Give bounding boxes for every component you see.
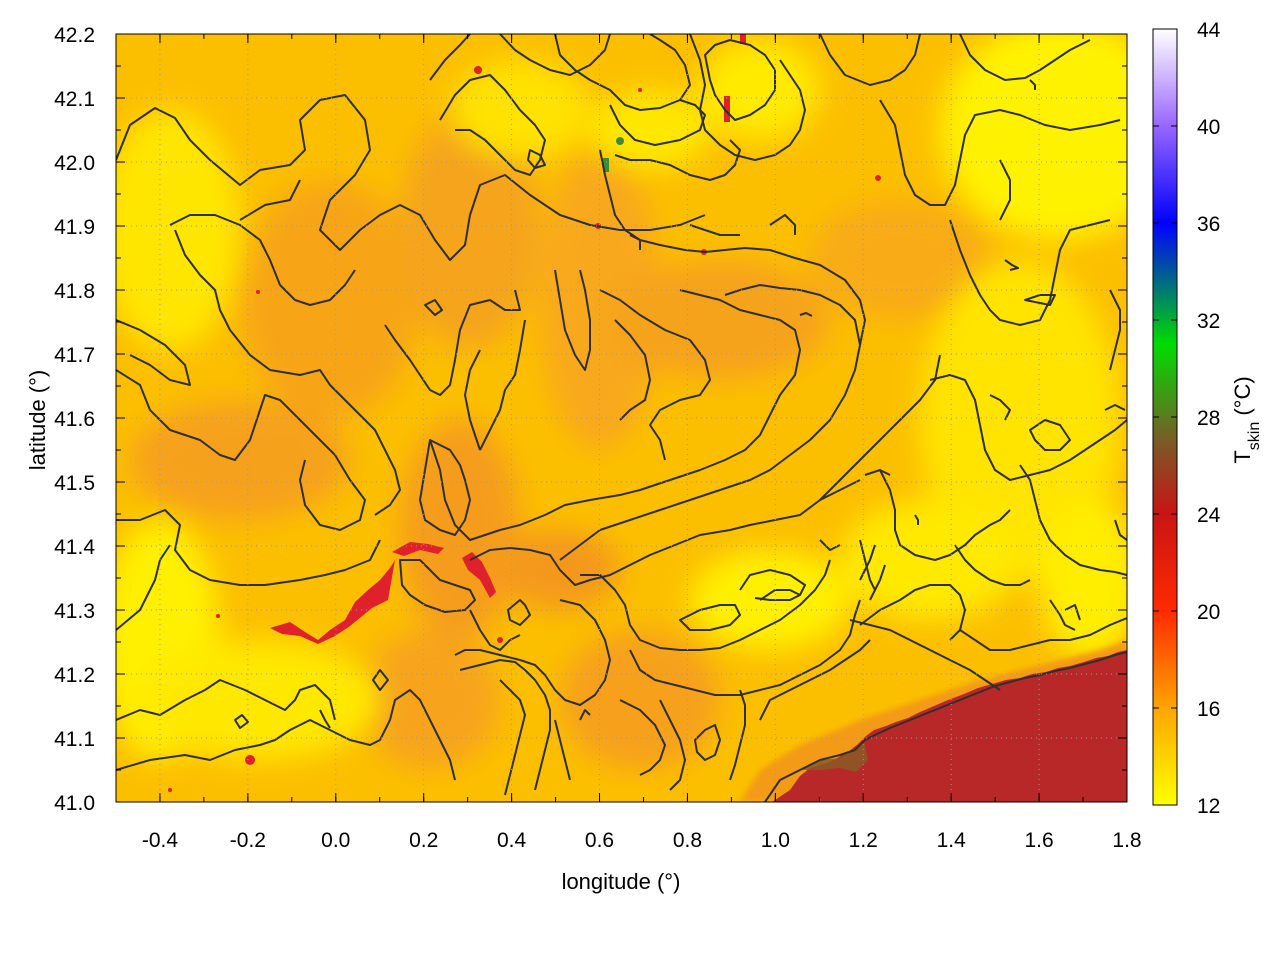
x-tick-label: 0.8 bbox=[673, 829, 702, 852]
y-tick-label: 41.9 bbox=[54, 216, 95, 239]
x-axis-label: longitude (°) bbox=[562, 869, 681, 894]
colorbar-label: Tskin (°C) bbox=[1230, 376, 1263, 463]
x-tick-label: 0.2 bbox=[409, 829, 438, 852]
colorbar-tick-label: 12 bbox=[1197, 795, 1220, 818]
colorbar-label-main: T bbox=[1230, 450, 1255, 463]
colorbar-tick-label: 40 bbox=[1197, 116, 1220, 139]
y-tick-label: 42.0 bbox=[54, 152, 95, 175]
heatmap-field bbox=[116, 34, 1127, 802]
grid-lines bbox=[116, 34, 1127, 802]
colorbar-axis: 12 16 20 24 28 32 36 40 44 bbox=[1153, 19, 1221, 818]
y-tick-label: 41.1 bbox=[54, 728, 95, 751]
y-tick-label: 41.8 bbox=[54, 280, 95, 303]
x-axis: -0.4 -0.2 0.0 0.2 0.4 0.6 0.8 1.0 1.2 1.4 1.6 1.8 bbox=[115, 34, 1142, 852]
colorbar-label-sub: skin bbox=[1246, 422, 1263, 450]
colorbar-tick-label: 36 bbox=[1197, 213, 1220, 236]
x-tick-label: 1.6 bbox=[1024, 829, 1053, 852]
colorbar-tick-label: 28 bbox=[1197, 407, 1220, 430]
y-tick-label: 42.2 bbox=[54, 24, 95, 47]
x-tick-label: 0.6 bbox=[585, 829, 614, 852]
colorbar-tick-label: 20 bbox=[1197, 601, 1220, 624]
hot-spots bbox=[168, 34, 881, 792]
x-tick-label: 1.2 bbox=[849, 829, 878, 852]
y-tick-label: 41.6 bbox=[54, 408, 95, 431]
y-tick-label: 41.3 bbox=[54, 600, 95, 623]
colorbar-tick-label: 32 bbox=[1197, 310, 1220, 333]
x-tick-label: 0.0 bbox=[321, 829, 350, 852]
colorbar-tick-label: 24 bbox=[1197, 504, 1221, 527]
colorbar-tick-label: 44 bbox=[1197, 19, 1221, 42]
x-tick-label: 1.0 bbox=[761, 829, 790, 852]
y-tick-label: 41.0 bbox=[54, 792, 95, 815]
contour-lines bbox=[116, 34, 1127, 802]
x-tick-label: 1.8 bbox=[1112, 829, 1141, 852]
y-tick-label: 41.4 bbox=[54, 536, 95, 559]
x-tick-label: -0.2 bbox=[230, 829, 266, 852]
x-tick-label: 0.4 bbox=[497, 829, 527, 852]
x-tick-label: -0.4 bbox=[142, 829, 179, 852]
colorbar-label-unit: (°C) bbox=[1230, 376, 1255, 421]
y-tick-label: 42.1 bbox=[54, 88, 95, 111]
y-tick-label: 41.5 bbox=[54, 472, 95, 495]
colorbar-tick-label: 16 bbox=[1197, 698, 1220, 721]
x-tick-label: 1.4 bbox=[937, 829, 967, 852]
y-axis: 41.0 41.1 41.2 41.3 41.4 41.5 41.6 41.7 41.8 41.9… bbox=[54, 24, 1127, 815]
cool-zones bbox=[116, 34, 1127, 760]
green-spots bbox=[603, 137, 624, 172]
sea-shelf bbox=[800, 740, 868, 772]
y-tick-label: 41.2 bbox=[54, 664, 95, 687]
y-tick-label: 41.7 bbox=[54, 344, 95, 367]
y-axis-label: latitude (°) bbox=[25, 370, 50, 471]
